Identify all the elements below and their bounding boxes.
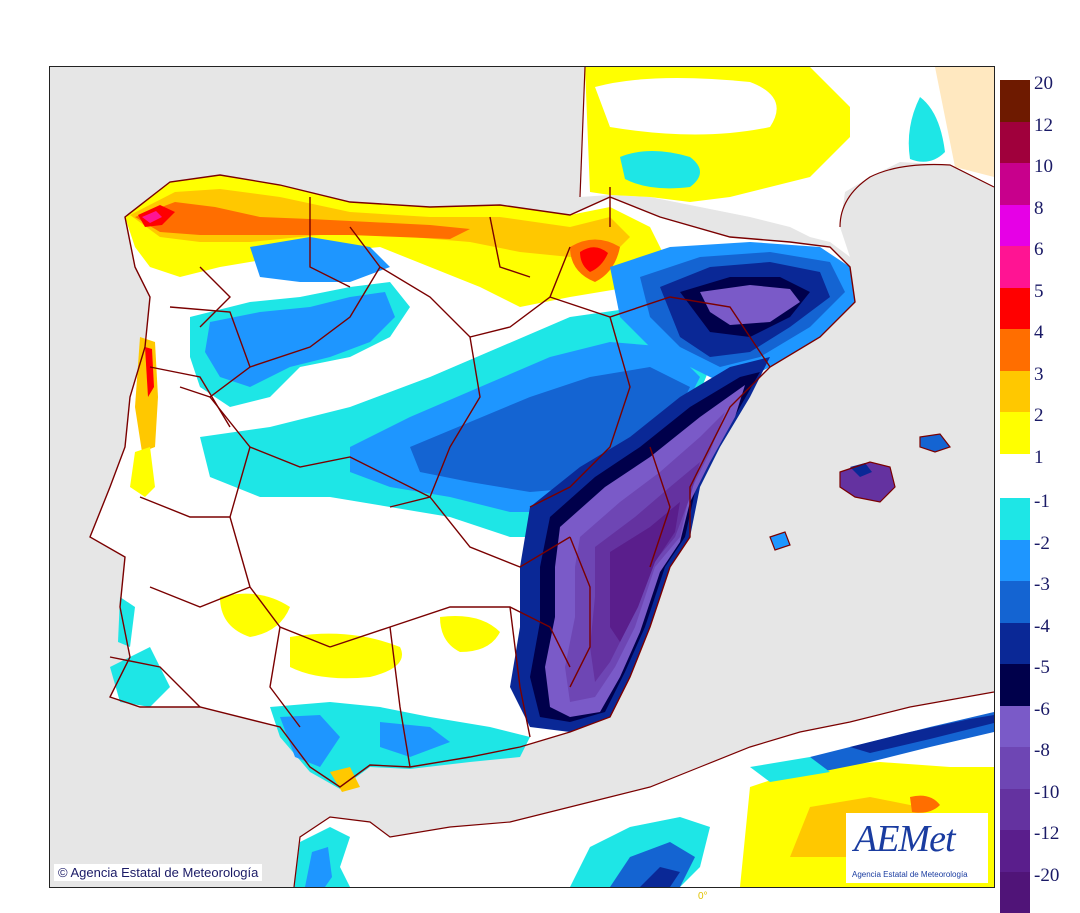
legend-swatch [1000, 830, 1030, 872]
legend-label: -2 [1034, 534, 1050, 554]
legend-label: -12 [1034, 824, 1059, 844]
legend-swatch [1000, 623, 1030, 665]
legend-label: -3 [1034, 575, 1050, 595]
legend-swatch [1000, 664, 1030, 706]
legend-swatch [1000, 288, 1030, 330]
legend-label: 3 [1034, 365, 1044, 385]
legend-swatch [1000, 454, 1030, 496]
legend-swatch [1000, 371, 1030, 413]
legend-label: -6 [1034, 700, 1050, 720]
legend-label: 6 [1034, 240, 1044, 260]
anomaly-map [50, 67, 994, 887]
map-frame: © Agencia Estatal de Meteorología AEMet … [49, 66, 995, 888]
legend-swatch [1000, 329, 1030, 371]
france-white-patch [595, 78, 777, 135]
legend-label: -8 [1034, 741, 1050, 761]
legend-label: 1 [1034, 448, 1044, 468]
legend-label: 10 [1034, 157, 1053, 177]
legend-label: 2 [1034, 406, 1044, 426]
meridian-label: 0° [698, 891, 708, 902]
legend-label: 8 [1034, 199, 1044, 219]
legend-swatch [1000, 163, 1030, 205]
legend-label: 12 [1034, 116, 1053, 136]
legend-swatch [1000, 246, 1030, 288]
legend-label: -5 [1034, 658, 1050, 678]
legend-swatch [1000, 706, 1030, 748]
legend-label: 5 [1034, 282, 1044, 302]
legend-swatch [1000, 789, 1030, 831]
legend-swatch [1000, 412, 1030, 454]
legend-swatch [1000, 80, 1030, 122]
legend-label: -1 [1034, 492, 1050, 512]
legend-swatch [1000, 747, 1030, 789]
legend-swatch [1000, 205, 1030, 247]
legend-swatch [1000, 581, 1030, 623]
legend-swatch [1000, 498, 1030, 540]
legend-swatch [1000, 122, 1030, 164]
aemet-logo: AEMet Agencia Estatal de Meteorología [846, 813, 988, 883]
logo-subtitle: Agencia Estatal de Meteorología [852, 870, 968, 879]
legend-swatch [1000, 872, 1030, 913]
legend-swatch [1000, 540, 1030, 582]
logo-wordmark: AEMet [854, 817, 955, 861]
legend-label: 4 [1034, 323, 1044, 343]
legend-label: -20 [1034, 866, 1059, 886]
legend-label: -4 [1034, 617, 1050, 637]
copyright-notice: © Agencia Estatal de Meteorología [54, 864, 262, 881]
legend-label: 20 [1034, 74, 1053, 94]
legend-label: -10 [1034, 783, 1059, 803]
